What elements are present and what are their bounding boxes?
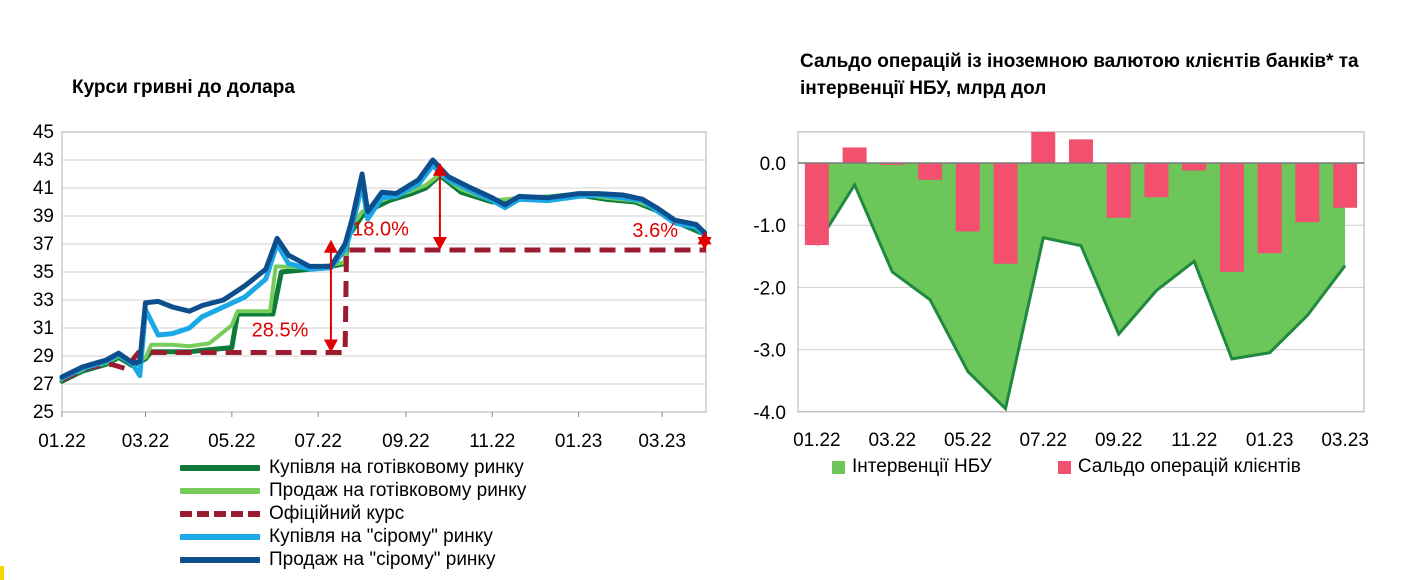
client-balance-bar xyxy=(1333,163,1358,208)
y-tick-label: -3.0 xyxy=(753,341,786,362)
legend-swatch xyxy=(180,533,260,540)
x-tick-label: 07.22 xyxy=(1019,430,1067,451)
interventions-legend: Інтервенції НБУ Сальдо операцій клієнтів xyxy=(832,456,1301,478)
client-balance-bar xyxy=(955,163,980,232)
y-tick-label: -2.0 xyxy=(753,278,786,299)
x-tick-label: 03.22 xyxy=(869,430,917,451)
exchange-rate-chart: 25 27 29 31 33 35 37 39 41 43 45 01.22 03.22 05.22 07.… xyxy=(33,122,712,452)
client-balance-bar xyxy=(918,163,943,180)
legend-item-cash-buy: Купівля на готівковому ринку xyxy=(180,456,526,479)
interventions-line xyxy=(815,181,1347,412)
legend-label: Продаж на "сірому" ринку xyxy=(269,549,496,570)
x-tick-label: 09.22 xyxy=(382,431,430,452)
legend-label: Інтервенції НБУ xyxy=(852,456,992,477)
x-tick-label: 11.22 xyxy=(469,431,515,452)
x-tick-label: 01.22 xyxy=(38,431,86,452)
client-balance-bar xyxy=(1257,163,1282,254)
y-tick-label: 41 xyxy=(33,178,54,199)
arrow-head xyxy=(323,339,338,353)
right-chart-title: Сальдо операцій із іноземною валютою клі… xyxy=(800,51,1359,99)
x-tick-label: 05.22 xyxy=(208,431,256,452)
annotation-label: 18.0% xyxy=(352,219,409,241)
client-balance-bar xyxy=(1182,163,1207,171)
x-tick-label: 03.23 xyxy=(638,431,686,452)
client-balance-bar xyxy=(1219,163,1244,272)
interventions-chart: 0.0 -1.0 -2.0 -3.0 -4.0 01.22 03.22 05.22 07.22 0… xyxy=(753,131,1369,451)
annotation-3: 3.6% xyxy=(632,220,712,251)
client-balance-bar xyxy=(842,147,867,163)
legend-swatch xyxy=(180,487,260,494)
arrow-head xyxy=(432,162,447,176)
annotation-label: 28.5% xyxy=(252,319,309,341)
x-tick-label: 01.23 xyxy=(555,431,603,452)
plot-frame xyxy=(797,131,1365,413)
interventions-area xyxy=(816,163,1346,409)
client-balance-bar xyxy=(1295,163,1320,223)
legend-item-official: Офіційний курс xyxy=(180,502,526,525)
legend-label: Купівля на "сірому" ринку xyxy=(269,526,493,547)
y-tick-label: 35 xyxy=(33,262,54,283)
legend-swatch xyxy=(832,460,845,474)
legend-item-grey-sell: Продаж на "сірому" ринку xyxy=(180,548,526,571)
series-grey-sell xyxy=(59,157,708,380)
legend-item-interventions: Інтервенції НБУ xyxy=(832,456,992,478)
legend-swatch xyxy=(180,510,260,517)
legend-swatch xyxy=(180,556,260,563)
client-balance-bar xyxy=(1069,139,1093,163)
arrow-head xyxy=(697,237,712,251)
legend-label: Продаж на готівковому ринку xyxy=(269,480,527,501)
y-tick-label: 39 xyxy=(33,206,54,227)
x-tick-label: 05.22 xyxy=(944,430,992,451)
annotation-label: 3.6% xyxy=(632,220,678,242)
y-tick-label: 29 xyxy=(33,346,54,367)
legend-label: Купівля на готівковому ринку xyxy=(269,457,524,478)
legend-item-cash-sell: Продаж на готівковому ринку xyxy=(180,479,526,502)
y-tick-label: 45 xyxy=(33,122,54,143)
x-tick-label: 07.22 xyxy=(294,431,342,452)
annotation-1: 28.5% xyxy=(252,239,338,353)
y-tick-label: 37 xyxy=(33,234,54,255)
legend-item-client-balance: Сальдо операцій клієнтів xyxy=(1057,456,1301,478)
legend-label: Офіційний курс xyxy=(269,503,405,524)
x-tick-label: 09.22 xyxy=(1095,430,1143,451)
x-tick-label: 03.22 xyxy=(122,431,170,452)
legend-swatch xyxy=(1057,460,1071,474)
x-tick-label: 11.22 xyxy=(1171,430,1217,451)
arrow-head xyxy=(432,237,447,251)
client-balance-bar xyxy=(804,163,829,246)
arrow-head xyxy=(323,239,338,253)
client-balance-bar xyxy=(1144,163,1169,198)
y-tick-label: -1.0 xyxy=(753,216,786,237)
y-tick-label: -4.0 xyxy=(753,403,786,424)
y-tick-label: 31 xyxy=(33,318,54,339)
plot-frame xyxy=(61,131,707,413)
y-tick-label: 25 xyxy=(33,402,54,423)
x-tick-label: 01.23 xyxy=(1246,430,1294,451)
y-tick-label: 43 xyxy=(33,150,54,171)
client-balance-bar xyxy=(880,163,905,165)
y-tick-label: 27 xyxy=(33,374,54,395)
legend-item-grey-buy: Купівля на "сірому" ринку xyxy=(180,525,526,548)
x-tick-label: 03.23 xyxy=(1321,430,1369,451)
annotation-2: 18.0% xyxy=(352,162,447,251)
legend-label: Сальдо операцій клієнтів xyxy=(1077,456,1301,477)
y-tick-label: 33 xyxy=(33,290,54,311)
legend-swatch xyxy=(180,464,260,471)
client-balance-bar xyxy=(993,163,1018,264)
client-balance-bar xyxy=(1106,163,1131,218)
y-tick-label: 0.0 xyxy=(760,154,786,175)
x-tick-label: 01.22 xyxy=(793,430,841,451)
exchange-rate-legend: Купівля на готівковому ринку Продаж на г… xyxy=(180,456,526,571)
left-chart-title: Курси гривні до долара xyxy=(72,77,295,98)
corner-mark xyxy=(0,566,4,580)
client-balance-bar xyxy=(1031,131,1056,163)
